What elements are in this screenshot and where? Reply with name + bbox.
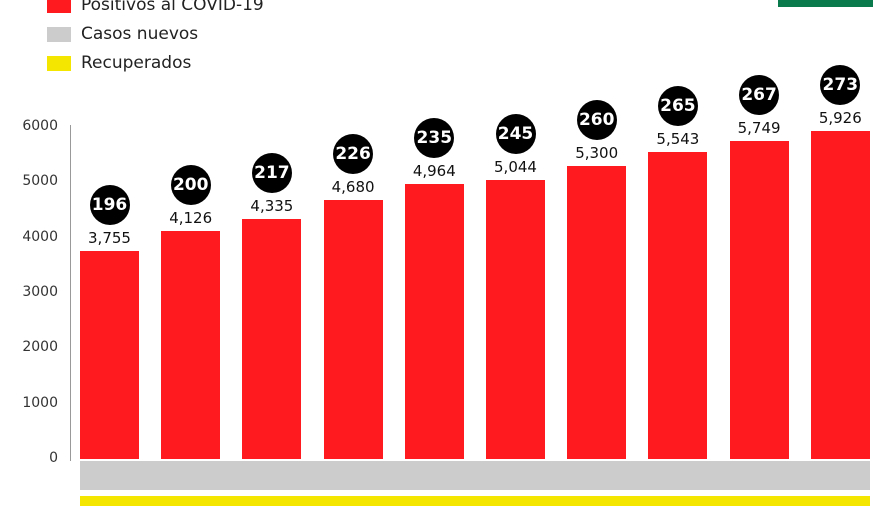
y-tick-label: 1000 xyxy=(22,394,58,411)
bar-value-label: 5,749 xyxy=(737,118,781,137)
deaths-circle-label: 217 xyxy=(251,153,292,194)
deaths-circle-label: 273 xyxy=(820,65,861,106)
legend-item: Positivos al COVID-19 xyxy=(47,0,264,15)
deaths-circle-label: 260 xyxy=(576,99,617,140)
bar xyxy=(161,230,221,459)
deaths-circle-label: 226 xyxy=(333,134,374,175)
legend-item: Recuperados xyxy=(47,53,191,73)
deaths-circle-label: 200 xyxy=(170,164,211,205)
recovered-band xyxy=(80,496,870,506)
bar-value-label: 5,044 xyxy=(494,157,537,176)
bar xyxy=(80,251,139,459)
bar-value-label: 4,964 xyxy=(412,162,456,181)
bar xyxy=(323,200,383,459)
bar xyxy=(567,165,627,459)
new-cases-band xyxy=(80,461,870,490)
bar xyxy=(810,131,870,459)
y-tick-label: 3000 xyxy=(22,284,58,300)
deaths-circle-label: 267 xyxy=(739,74,780,115)
bar xyxy=(404,184,464,459)
y-tick-label: 5000 xyxy=(22,173,58,190)
bar xyxy=(648,152,708,459)
bar xyxy=(486,179,545,459)
y-tick-label: 0 xyxy=(49,450,58,466)
logo xyxy=(778,0,873,7)
bar-value-label: 5,543 xyxy=(656,130,700,149)
legend-label: Casos nuevos xyxy=(81,24,199,44)
bar-value-label: 5,300 xyxy=(575,143,619,162)
bar-value-label: 5,926 xyxy=(818,109,862,128)
y-axis-line xyxy=(70,125,71,461)
deaths-circle-label: 245 xyxy=(495,113,536,154)
y-tick-label: 6000 xyxy=(22,118,58,134)
bar-value-label: 4,680 xyxy=(331,178,375,197)
bar xyxy=(242,219,302,459)
deaths-circle-label: 235 xyxy=(414,118,455,159)
bar-value-label: 4,335 xyxy=(250,197,294,216)
bar-value-label: 4,126 xyxy=(169,208,213,227)
y-tick-label: 2000 xyxy=(22,339,58,356)
legend-item: Casos nuevos xyxy=(47,24,198,44)
legend-label: Positivos al COVID-19 xyxy=(81,0,264,15)
deaths-circle-label: 265 xyxy=(657,86,698,127)
y-tick-label: 4000 xyxy=(22,228,58,245)
deaths-circle-label: 196 xyxy=(89,185,130,226)
bar-value-label: 3,755 xyxy=(88,229,131,248)
legend-swatch xyxy=(47,0,71,13)
bar xyxy=(729,140,789,459)
legend-swatch xyxy=(47,55,71,71)
legend-swatch xyxy=(47,26,71,42)
legend-label: Recuperados xyxy=(81,53,192,73)
